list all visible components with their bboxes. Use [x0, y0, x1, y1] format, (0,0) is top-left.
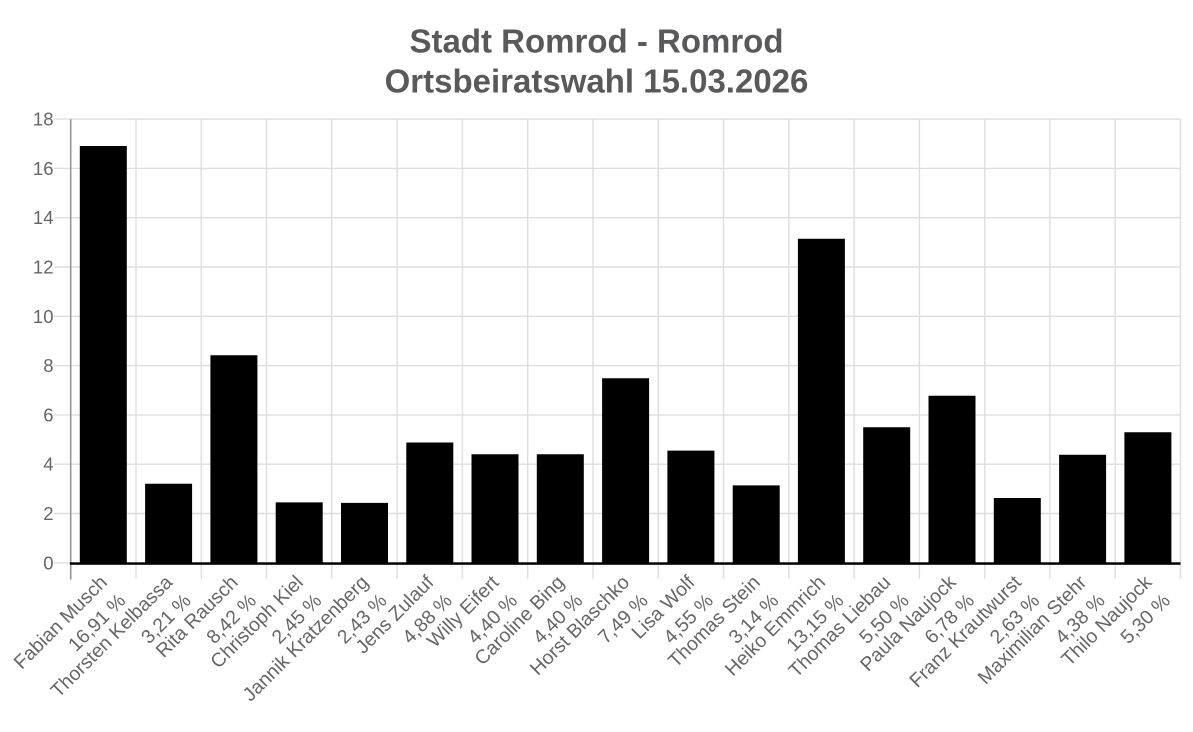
svg-text:2: 2	[43, 503, 53, 524]
svg-text:4: 4	[43, 454, 53, 475]
svg-text:0: 0	[43, 552, 53, 573]
svg-text:8: 8	[43, 355, 53, 376]
svg-text:14: 14	[33, 207, 54, 228]
svg-text:6: 6	[43, 404, 53, 425]
svg-text:16: 16	[33, 158, 54, 179]
svg-text:18: 18	[33, 109, 54, 130]
svg-text:10: 10	[33, 306, 54, 327]
svg-text:Ortsbeiratswahl 15.03.2026: Ortsbeiratswahl 15.03.2026	[385, 63, 809, 100]
svg-text:Stadt Romrod - Romrod: Stadt Romrod - Romrod	[410, 23, 784, 60]
svg-text:12: 12	[33, 257, 54, 278]
